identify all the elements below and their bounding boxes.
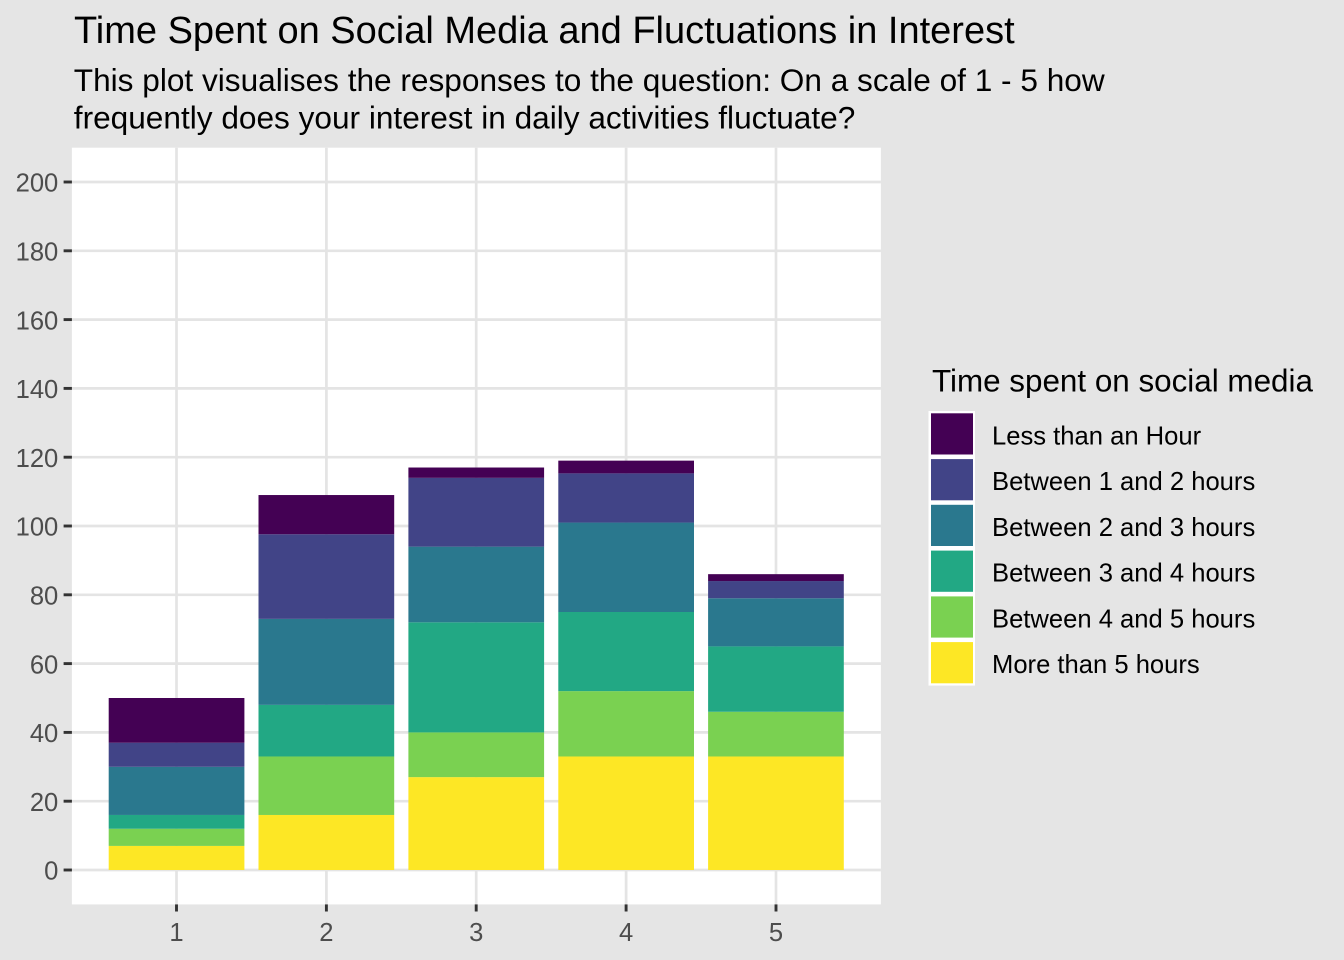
svg-text:40: 40 — [30, 720, 58, 748]
svg-text:80: 80 — [30, 583, 58, 611]
svg-text:160: 160 — [16, 307, 59, 335]
svg-text:1: 1 — [169, 919, 183, 947]
svg-text:Between 1 and 2 hours: Between 1 and 2 hours — [992, 468, 1255, 496]
svg-text:60: 60 — [30, 651, 58, 679]
svg-text:More than 5 hours: More than 5 hours — [992, 651, 1200, 679]
svg-text:0: 0 — [44, 858, 58, 886]
svg-text:frequently does your interest: frequently does your interest in daily a… — [74, 100, 855, 136]
svg-text:100: 100 — [16, 514, 59, 542]
svg-text:2: 2 — [319, 919, 333, 947]
svg-text:5: 5 — [769, 919, 783, 947]
svg-text:20: 20 — [30, 789, 58, 817]
svg-text:Time Spent on Social Media and: Time Spent on Social Media and Fluctuati… — [74, 10, 1015, 52]
svg-text:Between 2 and 3 hours: Between 2 and 3 hours — [992, 514, 1255, 542]
svg-text:120: 120 — [16, 445, 59, 473]
svg-text:Time spent on social media: Time spent on social media — [932, 364, 1313, 399]
svg-text:4: 4 — [619, 919, 633, 947]
svg-text:Between 3 and 4 hours: Between 3 and 4 hours — [992, 560, 1255, 588]
svg-text:140: 140 — [16, 376, 59, 404]
svg-text:200: 200 — [16, 170, 59, 198]
svg-text:Less than an Hour: Less than an Hour — [992, 422, 1202, 450]
svg-text:This plot visualises the respo: This plot visualises the responses to th… — [74, 62, 1105, 98]
svg-text:180: 180 — [16, 239, 59, 267]
svg-text:Between 4 and 5 hours: Between 4 and 5 hours — [992, 605, 1255, 633]
svg-text:3: 3 — [469, 919, 483, 947]
